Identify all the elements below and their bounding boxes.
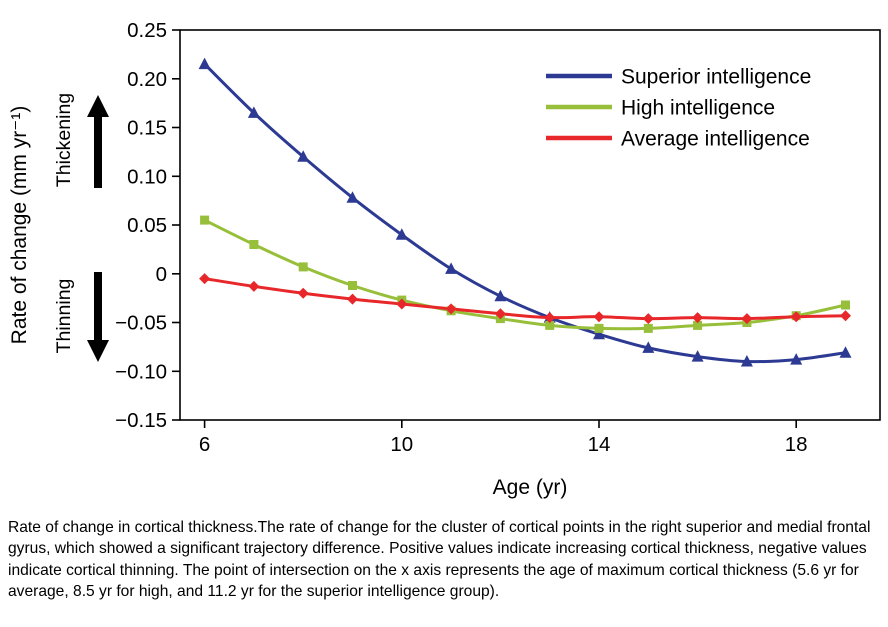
marker-average xyxy=(347,293,358,305)
marker-average xyxy=(396,298,408,310)
marker-average xyxy=(840,310,851,322)
y-tick-label: 0.10 xyxy=(127,165,167,188)
marker-superior xyxy=(740,355,753,367)
x-axis-ticks: 6 10 14 18 xyxy=(199,420,808,456)
marker-average xyxy=(790,311,802,323)
marker-average xyxy=(741,313,753,325)
marker-high xyxy=(841,300,850,310)
x-tick-label: 18 xyxy=(785,433,808,456)
cortical-thickness-figure: 0.25 0.20 0.15 0.10 0.05 0 −0.05 −0.10 −0.15 6 10… xyxy=(8,19,881,499)
chart-svg: 0.25 0.20 0.15 0.10 0.05 0 −0.05 −0.10 −0.15 6 10… xyxy=(8,19,881,499)
y-tick-label: −0.15 xyxy=(115,409,167,432)
marker-average xyxy=(248,280,260,292)
marker-superior xyxy=(247,106,260,118)
marker-superior xyxy=(691,350,704,362)
x-tick-label: 6 xyxy=(199,433,210,456)
marker-average xyxy=(494,308,506,320)
thinning-arrow-icon xyxy=(87,272,109,362)
marker-high xyxy=(348,281,357,290)
marker-superior xyxy=(494,289,507,302)
x-axis-title: Age (yr) xyxy=(493,476,568,499)
marker-high xyxy=(545,320,555,330)
marker-average xyxy=(642,313,654,325)
y-tick-label: −0.05 xyxy=(115,312,167,335)
marker-high xyxy=(249,240,259,249)
marker-superior xyxy=(593,327,605,340)
y-axis-ticks: 0.25 0.20 0.15 0.10 0.05 0 −0.05 −0.10 −0.15 xyxy=(115,19,180,432)
x-tick-label: 10 xyxy=(390,433,413,456)
marker-superior xyxy=(395,228,408,240)
y-axis-title: Rate of change (mm yr⁻¹) xyxy=(8,106,31,345)
y-tick-label: 0.25 xyxy=(127,19,167,42)
marker-high xyxy=(693,320,703,330)
plot-area xyxy=(179,29,881,421)
legend-label-superior: Superior intelligence xyxy=(621,66,811,89)
marker-superior xyxy=(346,191,359,203)
series-markers xyxy=(198,57,852,367)
marker-high xyxy=(200,215,210,225)
marker-high xyxy=(594,323,604,333)
marker-average xyxy=(445,303,457,315)
marker-superior xyxy=(445,262,458,274)
marker-high xyxy=(298,262,308,272)
legend: Superior intelligence High intelligence … xyxy=(546,66,811,151)
marker-average xyxy=(199,273,211,285)
y-tick-label: 0 xyxy=(156,263,167,286)
marker-average xyxy=(593,311,605,323)
y-tick-label: 0.15 xyxy=(127,117,167,140)
marker-superior xyxy=(198,57,211,70)
marker-average xyxy=(692,312,704,324)
marker-average xyxy=(297,287,309,299)
figure-caption: Rate of change in cortical thickness.The… xyxy=(8,519,871,601)
thickening-label: Thickening xyxy=(53,93,75,187)
y-tick-label: 0.05 xyxy=(127,214,167,237)
thickening-arrow-icon xyxy=(87,95,109,188)
marker-average xyxy=(544,312,556,324)
marker-superior xyxy=(642,341,655,353)
marker-superior xyxy=(297,150,310,162)
legend-label-high: High intelligence xyxy=(621,97,775,120)
legend-label-average: Average intelligence xyxy=(621,128,810,151)
marker-high xyxy=(643,323,653,333)
marker-superior xyxy=(790,353,803,365)
y-tick-label: −0.10 xyxy=(115,360,167,383)
y-tick-label: 0.20 xyxy=(127,68,167,91)
marker-superior xyxy=(839,346,852,358)
x-tick-label: 14 xyxy=(588,433,611,456)
thinning-label: Thinning xyxy=(53,279,75,354)
